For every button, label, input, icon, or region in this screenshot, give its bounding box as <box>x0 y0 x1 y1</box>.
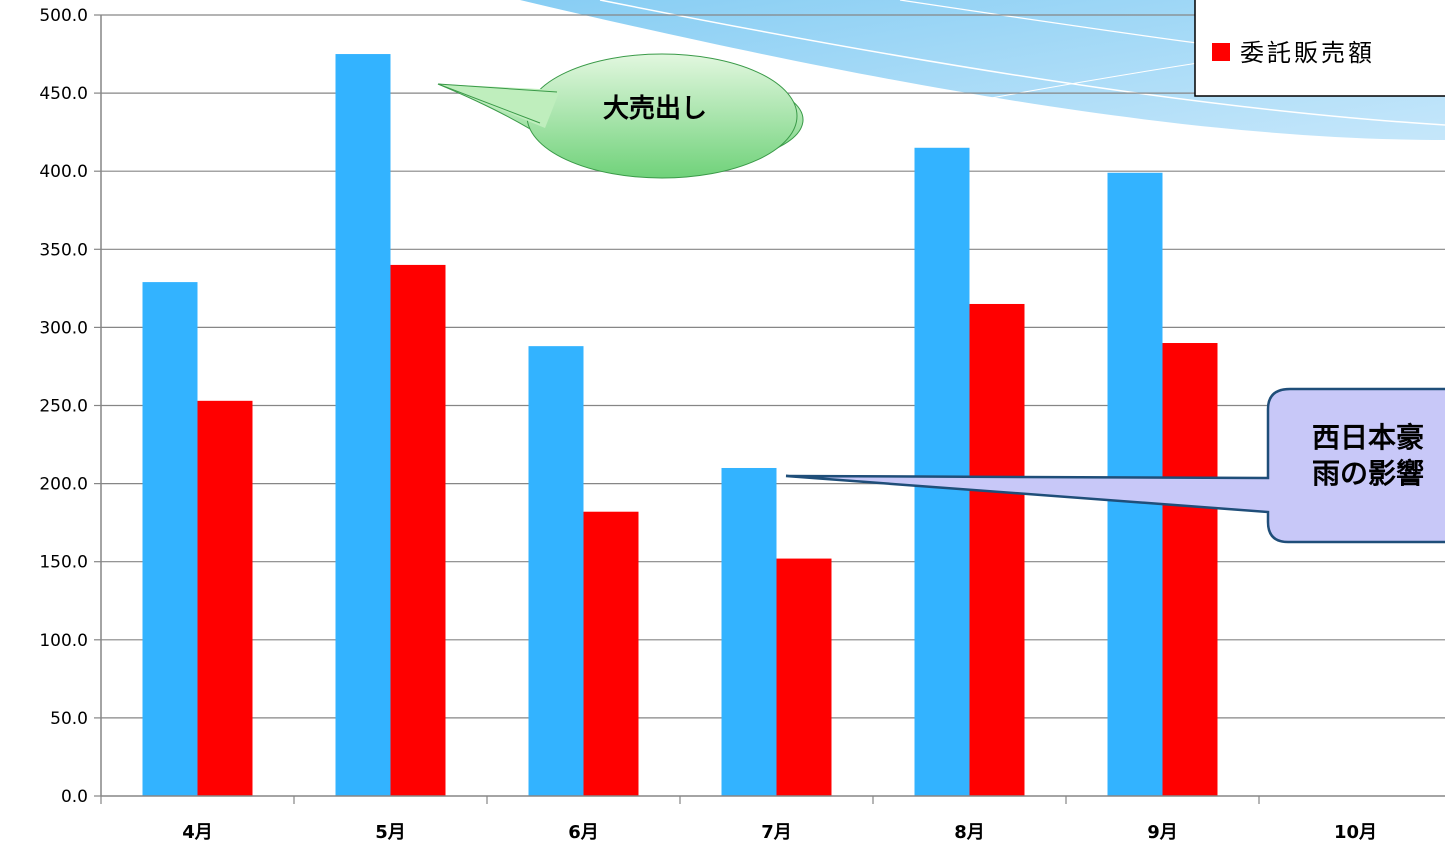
callout-sale: 大売出し <box>437 53 804 179</box>
callout-sale-text: 大売出し <box>603 94 707 124</box>
y-tick-label: 400.0 <box>39 162 88 182</box>
legend: 委託販売額 <box>1194 0 1445 97</box>
callout-rain-line2: 雨の影響 <box>1312 457 1424 490</box>
bar <box>335 54 391 797</box>
bar <box>528 346 584 796</box>
bar <box>142 282 198 796</box>
y-tick-label: 100.0 <box>39 631 88 651</box>
x-tick-label: 4月 <box>182 822 213 843</box>
y-tick-label: 300.0 <box>39 318 88 338</box>
legend-swatch <box>1212 43 1230 61</box>
bar <box>197 400 253 796</box>
bar <box>1162 343 1218 796</box>
callout-rain-line1: 西日本豪 <box>1312 421 1424 454</box>
x-axis-ticks: 4月 5月 6月 7月 8月 9月 10月 <box>100 796 1377 843</box>
x-tick-label: 5月 <box>375 822 406 843</box>
y-tick-label: 150.0 <box>39 553 88 573</box>
callout-rain-bubble <box>785 387 1445 544</box>
x-tick-label: 6月 <box>568 822 599 843</box>
y-tick-label: 250.0 <box>39 397 88 417</box>
bar <box>721 467 777 796</box>
y-tick-label: 500.0 <box>39 6 88 26</box>
x-tick-label: 8月 <box>954 822 985 843</box>
bar <box>583 511 639 796</box>
y-axis-ticks: 0.0 50.0 100.0 150.0 200.0 250.0 300.0 350.0 400… <box>39 6 101 807</box>
y-tick-label: 200.0 <box>39 475 88 495</box>
legend-label: 委託販売額 <box>1240 39 1375 67</box>
bar <box>969 303 1025 796</box>
x-tick-label: 10月 <box>1334 822 1377 843</box>
legend-box <box>1194 0 1445 97</box>
y-tick-label: 0.0 <box>61 787 88 807</box>
bar <box>390 264 446 796</box>
x-tick-label: 9月 <box>1147 822 1178 843</box>
bar <box>776 558 832 796</box>
y-tick-label: 350.0 <box>39 240 88 260</box>
x-tick-label: 7月 <box>761 822 792 843</box>
y-tick-label: 450.0 <box>39 84 88 104</box>
callout-rain: 西日本豪 雨の影響 <box>785 387 1445 544</box>
bar <box>914 147 970 796</box>
y-tick-label: 50.0 <box>50 709 88 729</box>
